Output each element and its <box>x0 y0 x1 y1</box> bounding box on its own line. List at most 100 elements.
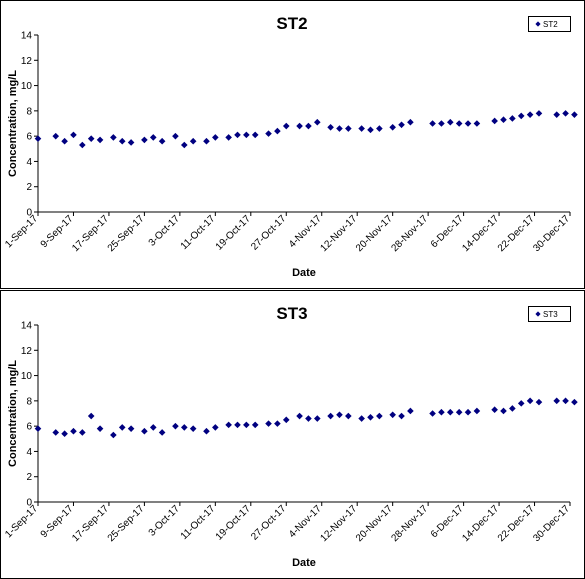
data-point <box>535 110 543 117</box>
data-point <box>491 406 498 414</box>
data-point <box>562 110 569 117</box>
data-point <box>141 427 148 435</box>
y-tick-label: 2 <box>26 472 32 483</box>
y-tick-label: 14 <box>21 31 33 42</box>
data-point <box>389 411 396 419</box>
data-point <box>87 412 95 420</box>
data-point <box>127 425 135 432</box>
data-point <box>203 427 210 435</box>
data-point <box>398 412 405 420</box>
chart-panel-2: ST3024681012141-Sep-179-Sep-1717-Sep-172… <box>0 290 585 579</box>
data-point <box>500 407 507 415</box>
data-point <box>345 412 352 420</box>
y-tick-label: 14 <box>21 321 33 332</box>
data-point <box>265 420 272 427</box>
data-point <box>526 397 534 405</box>
y-tick-label: 8 <box>26 396 32 407</box>
data-point <box>61 430 68 438</box>
y-tick-label: 4 <box>26 447 32 458</box>
legend-label: ST3 <box>543 310 558 319</box>
data-point <box>251 421 259 429</box>
data-point <box>225 134 232 141</box>
legend-marker <box>535 311 541 317</box>
data-point <box>265 130 272 137</box>
data-point <box>571 111 578 118</box>
chart-frame <box>0 290 585 579</box>
y-tick-label: 12 <box>21 346 33 357</box>
data-point <box>61 137 68 145</box>
y-tick-label: 10 <box>21 371 33 382</box>
data-point <box>358 415 365 422</box>
legend-marker <box>535 21 541 27</box>
data-point <box>438 120 445 127</box>
chart-title: ST2 <box>276 14 307 33</box>
data-point <box>110 134 117 141</box>
data-point <box>181 141 188 149</box>
y-tick-label: 0 <box>26 208 32 219</box>
data-point <box>243 131 250 139</box>
data-point <box>376 125 383 132</box>
y-axis-title: Concentration, mg/L <box>7 70 19 177</box>
data-point <box>96 425 104 432</box>
x-axis-title: Date <box>292 557 316 569</box>
data-point <box>282 122 290 130</box>
data-point <box>367 413 374 421</box>
data-point <box>282 416 290 424</box>
data-point <box>34 135 42 142</box>
data-point <box>181 424 188 431</box>
data-point <box>96 136 104 144</box>
data-point <box>398 121 405 129</box>
chart-frame <box>0 0 585 289</box>
data-point <box>141 136 148 144</box>
data-point <box>296 412 303 420</box>
chart-panel-1: ST2024681012141-Sep-179-Sep-1717-Sep-172… <box>0 0 585 289</box>
data-point <box>376 412 383 420</box>
data-point <box>158 137 166 145</box>
data-point <box>212 424 219 431</box>
data-point <box>172 422 179 430</box>
data-point <box>158 429 166 436</box>
data-point <box>274 127 281 135</box>
data-point <box>52 429 60 436</box>
data-point <box>34 425 42 432</box>
data-point <box>234 421 241 429</box>
data-point <box>327 412 334 420</box>
chart-title: ST3 <box>276 304 307 323</box>
legend-label: ST2 <box>543 20 558 29</box>
y-tick-label: 10 <box>21 81 33 92</box>
data-point <box>52 132 60 140</box>
data-point <box>149 134 157 141</box>
data-point <box>127 139 135 146</box>
data-point <box>172 132 179 140</box>
data-point <box>447 118 454 126</box>
data-point <box>345 125 352 132</box>
data-point <box>491 117 498 125</box>
y-axis-title: Concentration, mg/L <box>7 360 19 467</box>
data-point <box>336 125 343 132</box>
data-point <box>251 131 259 139</box>
data-point <box>118 137 126 145</box>
data-point <box>110 431 117 439</box>
data-point <box>314 415 321 422</box>
data-point <box>562 397 569 405</box>
y-tick-label: 8 <box>26 106 32 117</box>
data-point <box>234 131 241 139</box>
chart-legend: ST3 <box>528 306 571 322</box>
data-point <box>389 123 396 131</box>
data-point <box>149 424 157 431</box>
y-tick-label: 6 <box>26 132 32 143</box>
chart-legend: ST2 <box>528 16 571 32</box>
data-point <box>314 118 321 126</box>
data-point <box>358 125 365 132</box>
data-point <box>535 398 543 406</box>
data-point <box>553 397 560 405</box>
data-point <box>517 400 525 407</box>
data-point <box>509 405 516 412</box>
data-point <box>464 120 472 127</box>
data-point <box>189 425 197 432</box>
data-point <box>407 118 414 126</box>
data-point <box>429 120 436 127</box>
legend-box <box>528 306 571 322</box>
x-axis-title: Date <box>292 267 316 279</box>
